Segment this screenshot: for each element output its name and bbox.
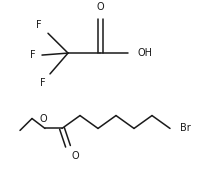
Text: O: O — [39, 114, 47, 125]
Text: Br: Br — [180, 123, 191, 133]
Text: O: O — [96, 3, 104, 12]
Text: F: F — [40, 78, 46, 88]
Text: O: O — [72, 151, 80, 161]
Text: F: F — [36, 20, 42, 30]
Text: OH: OH — [137, 48, 152, 58]
Text: F: F — [30, 50, 36, 60]
